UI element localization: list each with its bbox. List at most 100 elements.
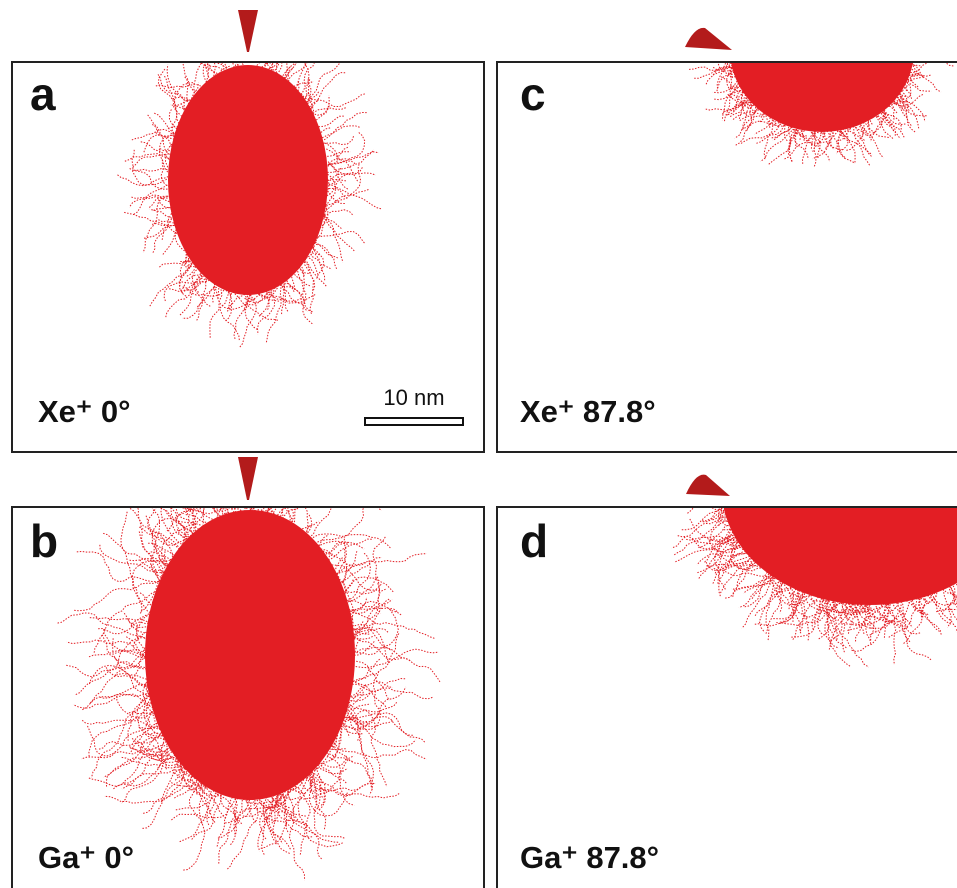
trajectory xyxy=(815,574,825,621)
trajectory xyxy=(731,94,769,121)
trajectory xyxy=(716,62,754,77)
trajectory xyxy=(128,167,185,194)
trajectory xyxy=(136,507,179,596)
trajectory xyxy=(136,613,171,642)
trajectory xyxy=(308,206,356,253)
trajectory xyxy=(257,253,288,318)
trajectory xyxy=(158,147,188,152)
trajectory xyxy=(289,249,314,326)
trajectory xyxy=(306,127,332,144)
trajectory xyxy=(829,577,843,643)
trajectory xyxy=(735,74,755,99)
trajectory xyxy=(712,81,759,94)
trajectory xyxy=(310,159,350,191)
trajectory xyxy=(150,123,188,153)
trajectory xyxy=(897,62,914,83)
trajectory xyxy=(849,578,904,653)
trajectory xyxy=(333,639,376,659)
trajectory xyxy=(101,532,171,618)
trajectory xyxy=(265,264,282,344)
trajectory xyxy=(910,62,933,77)
trajectory xyxy=(261,752,306,857)
cascade-core xyxy=(723,507,957,605)
trajectory xyxy=(328,551,371,616)
trajectory xyxy=(310,734,348,785)
trajectory xyxy=(310,188,370,206)
cascade xyxy=(687,24,957,168)
trajectory xyxy=(332,675,388,709)
trajectory xyxy=(847,581,879,636)
trajectory xyxy=(709,519,759,554)
trajectory xyxy=(896,24,941,54)
trajectory xyxy=(687,62,736,71)
trajectory xyxy=(271,66,295,96)
trajectory xyxy=(293,99,320,117)
trajectory xyxy=(827,579,852,668)
trajectory xyxy=(729,553,785,570)
trajectory xyxy=(896,36,957,52)
cascade-core xyxy=(145,510,355,800)
trajectory xyxy=(185,507,195,575)
trajectory xyxy=(216,770,256,840)
trajectory xyxy=(218,768,238,866)
trajectory xyxy=(291,755,372,793)
trajectory xyxy=(151,744,209,766)
trajectory xyxy=(170,507,199,565)
trajectory xyxy=(330,623,393,652)
trajectory xyxy=(889,580,909,630)
trajectory xyxy=(326,700,388,787)
trajectory xyxy=(734,89,764,147)
trajectory xyxy=(799,575,829,633)
cascade xyxy=(55,507,442,881)
trajectory xyxy=(165,507,240,541)
trajectory xyxy=(243,261,280,304)
trajectory xyxy=(842,579,877,634)
trajectory xyxy=(292,92,367,115)
trajectory xyxy=(829,114,847,159)
trajectory xyxy=(717,535,768,591)
trajectory xyxy=(111,732,188,791)
trajectory xyxy=(787,111,798,157)
trajectory xyxy=(233,770,250,836)
trajectory xyxy=(130,128,187,155)
beam-icon xyxy=(686,474,730,496)
trajectory xyxy=(330,677,407,692)
trajectory xyxy=(126,617,169,634)
scale-bar-label: 10 nm xyxy=(383,385,444,410)
trajectory xyxy=(141,765,226,815)
trajectory xyxy=(291,62,316,114)
trajectory xyxy=(824,115,845,151)
trajectory xyxy=(810,114,821,160)
trajectory xyxy=(782,113,807,161)
trajectory xyxy=(98,693,184,734)
trajectory xyxy=(241,765,287,817)
trajectory xyxy=(774,567,808,625)
trajectory xyxy=(164,508,222,547)
trajectory xyxy=(726,94,769,116)
trajectory xyxy=(895,52,936,57)
panel-frame xyxy=(496,61,957,453)
trajectory xyxy=(330,648,439,688)
trajectory xyxy=(142,125,196,154)
trajectory xyxy=(226,507,242,540)
trajectory xyxy=(896,30,943,56)
trajectory xyxy=(183,75,203,116)
trajectory xyxy=(311,146,350,175)
trajectory xyxy=(263,769,283,844)
trajectory xyxy=(861,581,902,629)
trajectory xyxy=(778,568,810,624)
trajectory xyxy=(301,513,313,565)
trajectory xyxy=(296,238,326,282)
trajectory xyxy=(263,769,310,827)
trajectory xyxy=(763,574,826,606)
trajectory xyxy=(262,765,292,855)
trajectory xyxy=(163,74,189,149)
trajectory xyxy=(855,581,870,643)
trajectory xyxy=(238,271,257,349)
trajectory xyxy=(332,599,393,676)
scale-bar xyxy=(364,417,464,426)
cascade xyxy=(115,62,383,349)
trajectory xyxy=(680,507,724,531)
trajectory xyxy=(866,101,872,138)
trajectory xyxy=(120,746,199,769)
